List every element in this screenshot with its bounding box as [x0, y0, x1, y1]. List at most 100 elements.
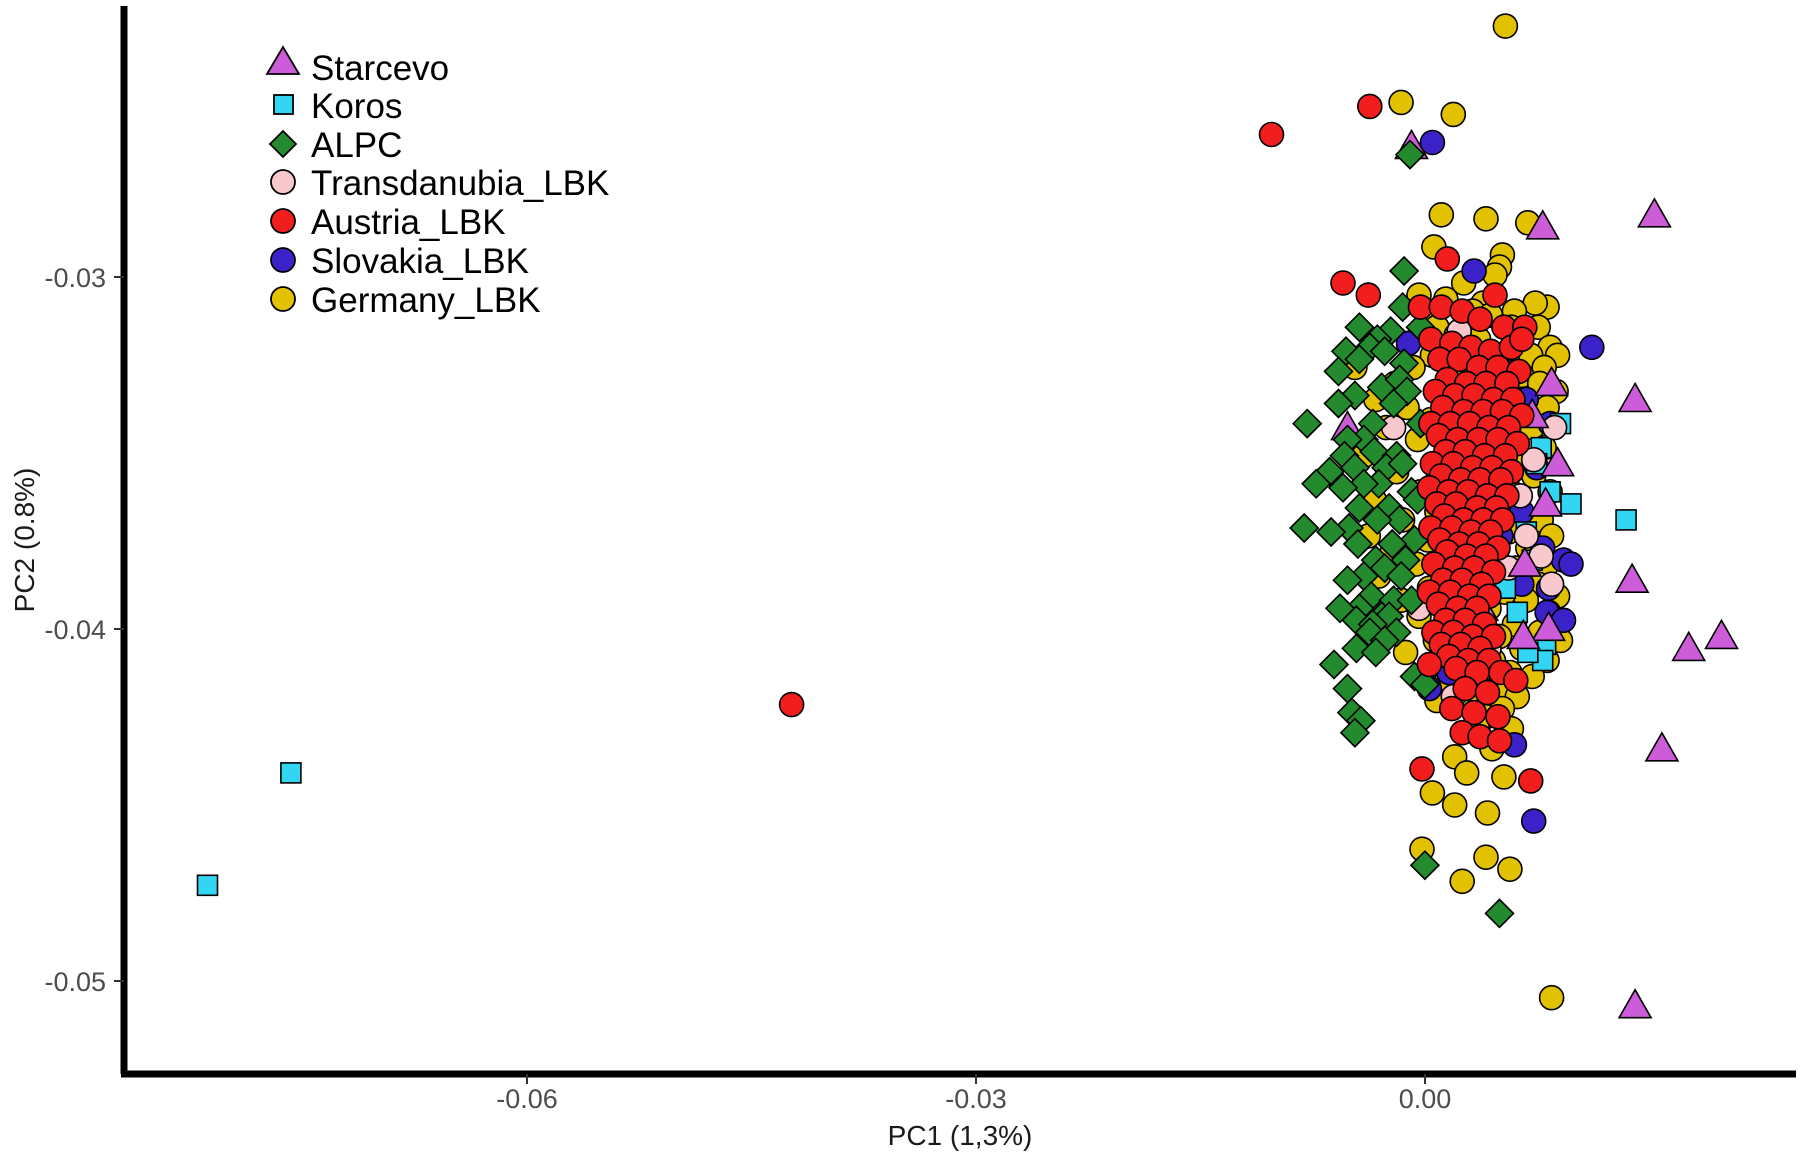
point-austria-lbk [1486, 727, 1513, 754]
point-alpc [1315, 516, 1347, 548]
legend-item: Germany_LBK [270, 281, 541, 320]
point-austria-lbk [1482, 282, 1508, 308]
point-alpc [1384, 504, 1415, 536]
point-germany-lbk [1474, 800, 1501, 826]
point-alpc [1409, 669, 1441, 700]
legend-item: Transdanubia_LBK [270, 164, 609, 203]
point-alpc [1394, 139, 1426, 170]
point-germany-lbk [1492, 13, 1519, 39]
legend-label: Transdanubia_LBK [311, 164, 609, 203]
point-austria-lbk [1439, 695, 1465, 722]
point-starcevo [1704, 618, 1739, 650]
point-alpc [1327, 472, 1359, 503]
circle-icon [270, 247, 296, 273]
point-austria-lbk [1355, 282, 1382, 308]
y-tick-label: -0.03 [44, 263, 106, 293]
point-germany-lbk [1491, 764, 1517, 790]
point-alpc [1339, 717, 1371, 748]
point-starcevo [1528, 486, 1563, 517]
point-germany-lbk [1419, 780, 1446, 806]
x-tick-label: -0.03 [945, 1084, 1007, 1114]
point-alpc [1385, 560, 1417, 592]
point-alpc [1332, 565, 1363, 596]
point-starcevo [1540, 446, 1575, 477]
point-austria-lbk [1258, 121, 1285, 148]
point-alpc [1318, 649, 1350, 680]
point-slovakia-lbk [1520, 808, 1547, 834]
legend-label: Starcevo [311, 49, 449, 88]
x-axis-title: PC1 (1,3%) [888, 1120, 1033, 1151]
point-slovakia-lbk [1419, 129, 1446, 156]
point-starcevo [1614, 562, 1650, 594]
point-alpc [1289, 512, 1320, 544]
point-germany-lbk [1449, 868, 1475, 895]
point-austria-lbk [1357, 93, 1383, 120]
triangle-icon [265, 45, 301, 75]
point-alpc [1344, 344, 1375, 375]
y-tick-label: -0.05 [44, 967, 106, 997]
point-germany-lbk [1538, 984, 1565, 1011]
point-austria-lbk [1409, 756, 1435, 782]
circle-icon [270, 208, 296, 234]
point-starcevo [1617, 381, 1653, 413]
legend-label: Germany_LBK [311, 281, 541, 320]
legend: Starcevo Koros ALPC Transdanubia_LBK Aus… [265, 45, 609, 320]
point-transdanubia-lbk [1513, 523, 1540, 549]
legend-label: Austria_LBK [311, 203, 506, 242]
y-axis-title: PC2 (0.8%) [9, 468, 40, 613]
point-koros [1506, 601, 1529, 624]
point-alpc [1344, 312, 1375, 343]
point-starcevo [1644, 731, 1680, 762]
x-tick-label: -0.06 [496, 1084, 558, 1114]
legend-label: Slovakia_LBK [311, 242, 529, 281]
point-austria-lbk [1330, 270, 1356, 296]
point-germany-lbk [1473, 206, 1499, 232]
point-austria-lbk [1485, 703, 1511, 730]
x-tick-label: 0.00 [1399, 1084, 1452, 1114]
point-germany-lbk [1497, 856, 1523, 883]
point-alpc [1323, 388, 1354, 419]
point-starcevo [1534, 365, 1569, 397]
axis-ticks: -0.03 -0.04 -0.05 -0.06 -0.03 0.00 [44, 263, 1451, 1114]
legend-label: Koros [311, 87, 402, 126]
point-alpc [1323, 356, 1354, 387]
point-alpc [1484, 898, 1515, 929]
point-koros [280, 762, 302, 784]
point-austria-lbk [1467, 306, 1493, 333]
point-austria-lbk [1503, 667, 1529, 694]
point-starcevo [1507, 546, 1543, 577]
square-icon [273, 94, 294, 115]
point-germany-lbk [1453, 760, 1480, 786]
point-austria-lbk [778, 691, 805, 718]
point-starcevo [1525, 209, 1561, 240]
point-transdanubia-lbk [1538, 571, 1565, 598]
point-slovakia-lbk [1558, 551, 1584, 577]
point-austria-lbk [1434, 246, 1461, 272]
diamond-icon [268, 129, 298, 159]
point-koros [196, 874, 219, 897]
circle-icon [270, 286, 296, 312]
point-alpc [1388, 255, 1420, 287]
circle-icon [270, 169, 296, 195]
point-alpc [1344, 492, 1375, 524]
legend-item: Koros [273, 87, 402, 126]
data-points [196, 13, 1739, 1019]
point-alpc [1377, 528, 1408, 560]
legend-label: ALPC [311, 126, 402, 165]
point-alpc [1342, 528, 1374, 560]
legend-item: ALPC [268, 126, 402, 165]
point-alpc [1332, 673, 1363, 704]
point-alpc [1360, 637, 1391, 668]
point-austria-lbk [1509, 326, 1535, 353]
point-slovakia-lbk [1461, 258, 1487, 284]
point-transdanubia-lbk [1520, 446, 1547, 473]
point-germany-lbk [1388, 89, 1414, 116]
point-slovakia-lbk [1579, 334, 1605, 361]
legend-item: Slovakia_LBK [270, 242, 529, 281]
legend-item: Starcevo [265, 45, 449, 88]
point-alpc [1387, 448, 1418, 479]
point-alpc [1362, 504, 1393, 536]
point-koros [1560, 493, 1582, 515]
point-starcevo [1531, 610, 1566, 642]
